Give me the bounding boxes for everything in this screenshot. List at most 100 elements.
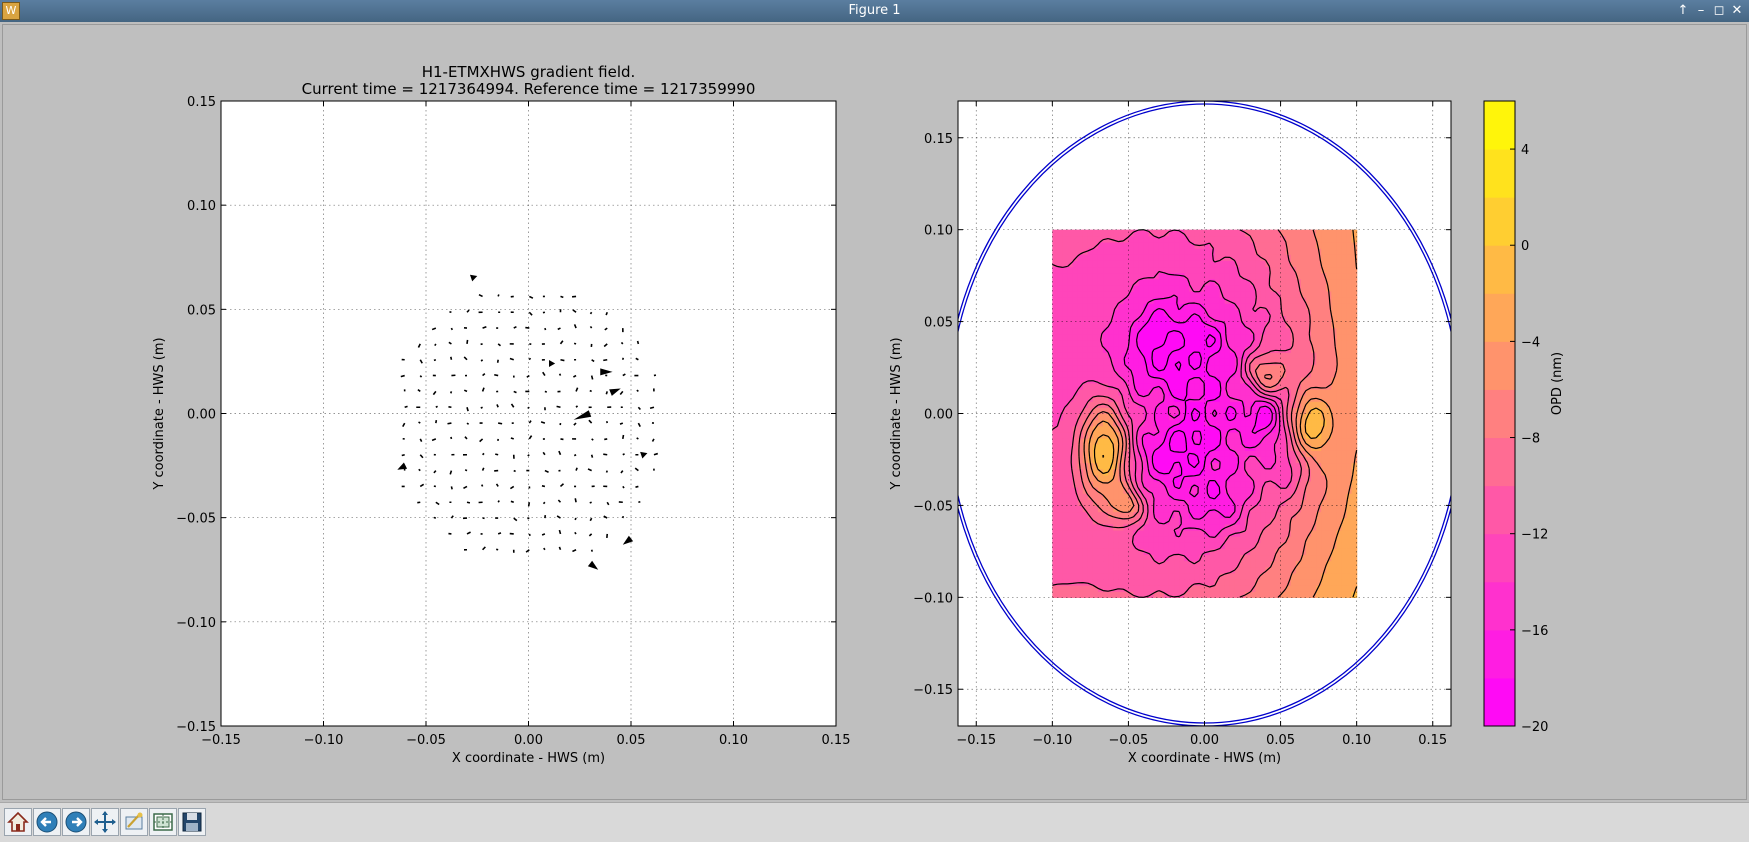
contour-cell xyxy=(1336,499,1343,507)
contour-cell xyxy=(1346,450,1353,457)
contour-cell xyxy=(1199,517,1206,525)
contour-cell xyxy=(1087,370,1094,378)
contour-cell xyxy=(1184,278,1190,286)
contour-cell xyxy=(1229,241,1236,249)
contour-cell xyxy=(1072,266,1079,274)
contour-cell xyxy=(1326,505,1332,513)
contour-cell xyxy=(1128,229,1135,237)
contour-cell xyxy=(1067,548,1074,556)
contour-cell xyxy=(1224,419,1231,427)
contour-cell xyxy=(1290,309,1297,317)
contour-cell xyxy=(1234,407,1241,415)
contour-cell xyxy=(1067,499,1074,507)
subplots-button[interactable] xyxy=(149,808,177,836)
contour-cell xyxy=(1311,327,1317,335)
contour-cell xyxy=(1285,517,1292,525)
contour-cell xyxy=(1234,591,1241,598)
contour-cell xyxy=(1240,542,1246,549)
contour-cell xyxy=(1351,468,1358,476)
contour-cell xyxy=(1123,566,1130,574)
contour-cell xyxy=(1118,517,1124,525)
contour-cell xyxy=(1336,297,1343,304)
contour-cell xyxy=(1138,499,1145,507)
quiver-arrow xyxy=(466,339,469,345)
home-button[interactable] xyxy=(4,808,32,836)
contour-cell xyxy=(1346,364,1353,372)
contour-cell xyxy=(1234,395,1241,402)
contour-cell xyxy=(1123,493,1130,500)
contour-cell xyxy=(1214,572,1221,580)
contour-cell xyxy=(1138,407,1145,415)
contour-cell xyxy=(1189,487,1195,494)
contour-cell xyxy=(1128,272,1135,280)
contour-cell xyxy=(1290,450,1297,457)
contour-cell xyxy=(1209,395,1216,402)
contour-cell xyxy=(1148,321,1155,329)
contour-cell xyxy=(1092,431,1099,439)
contour-cell xyxy=(1092,401,1099,408)
contour-cell xyxy=(1189,523,1195,531)
save-button[interactable] xyxy=(178,808,206,836)
contour-cell xyxy=(1113,578,1119,586)
contour-cell xyxy=(1118,401,1124,408)
contour-cell xyxy=(1194,346,1201,353)
contour-cell xyxy=(1250,554,1256,562)
pan-button[interactable] xyxy=(91,808,119,836)
zoom-button[interactable] xyxy=(120,808,148,836)
contour-cell xyxy=(1148,327,1155,335)
close-icon[interactable]: ✕ xyxy=(1731,3,1743,18)
y-tick-label: 0.10 xyxy=(924,224,953,239)
contour-cell xyxy=(1113,419,1119,427)
contour-cell xyxy=(1128,339,1135,347)
contour-cell xyxy=(1092,395,1099,402)
contour-cell xyxy=(1260,554,1266,562)
contour-cell xyxy=(1341,290,1348,298)
contour-cell xyxy=(1240,297,1246,304)
contour-cell xyxy=(1260,542,1266,549)
contour-cell xyxy=(1331,297,1337,304)
maximize-icon[interactable]: ◻ xyxy=(1713,3,1725,18)
contour-cell xyxy=(1092,321,1099,329)
contour-cell xyxy=(1052,327,1059,335)
contour-cell xyxy=(1204,303,1211,310)
back-button[interactable] xyxy=(33,808,61,836)
contour-cell xyxy=(1331,536,1337,543)
contour-cell xyxy=(1245,254,1251,261)
contour-cell xyxy=(1072,413,1079,421)
contour-cell xyxy=(1219,284,1226,292)
quiver-arrow xyxy=(497,343,502,347)
contour-cell xyxy=(1250,370,1256,378)
contour-cell xyxy=(1316,388,1322,396)
contour-cell xyxy=(1240,303,1246,310)
quiver-arrow xyxy=(513,469,516,473)
contour-cell xyxy=(1062,321,1069,329)
quiver-arrow xyxy=(620,341,624,345)
contour-cell xyxy=(1082,315,1089,323)
app-icon[interactable]: W xyxy=(2,2,20,20)
forward-button[interactable] xyxy=(62,808,90,836)
contour-cell xyxy=(1184,290,1190,298)
contour-cell xyxy=(1194,493,1201,500)
contour-cell xyxy=(1184,572,1190,580)
contour-cell xyxy=(1214,290,1221,298)
contour-cell xyxy=(1143,548,1150,556)
x-tick-label: 0.10 xyxy=(719,733,748,748)
contour-cell xyxy=(1214,474,1221,482)
contour-cell xyxy=(1148,303,1155,310)
quiver-arrow xyxy=(541,485,546,488)
contour-cell xyxy=(1346,278,1353,286)
contour-cell xyxy=(1067,585,1074,592)
minimize-icon[interactable]: – xyxy=(1697,3,1705,18)
contour-cell xyxy=(1275,284,1282,292)
contour-cell xyxy=(1143,578,1150,586)
contour-cell xyxy=(1270,487,1277,494)
contour-cell xyxy=(1316,229,1322,237)
contour-cell xyxy=(1153,536,1160,543)
contour-cell xyxy=(1316,456,1322,464)
contour-cell xyxy=(1229,388,1236,396)
contour-cell xyxy=(1270,468,1277,476)
contour-cell xyxy=(1204,388,1211,396)
contour-cell xyxy=(1057,248,1064,255)
contour-cell xyxy=(1255,450,1261,457)
up-arrow-icon[interactable]: ↑ xyxy=(1677,3,1689,18)
